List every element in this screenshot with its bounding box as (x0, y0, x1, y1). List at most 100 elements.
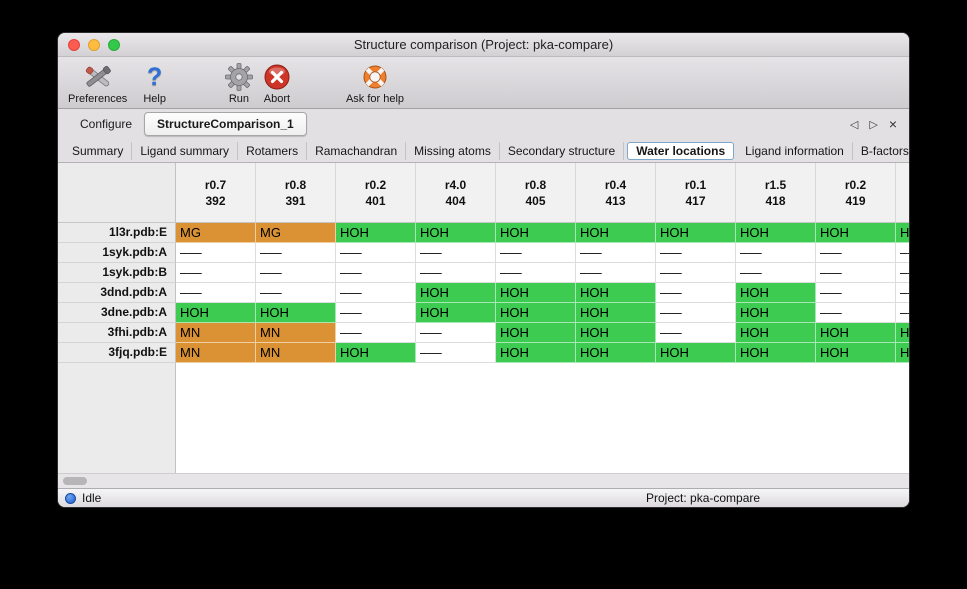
report-tab-bar: Summary Ligand summary Rotamers Ramachandra… (58, 139, 909, 163)
scrollbar-thumb[interactable] (63, 477, 87, 485)
tab-close-icon[interactable]: × (888, 115, 897, 132)
cell-absent[interactable]: ––– (816, 263, 896, 283)
cell-water[interactable]: HOH (496, 283, 576, 303)
tab-nav-controls: ◁ ▷ × (849, 115, 899, 132)
row-header: 3dne.pdb:A (58, 303, 176, 323)
cell-absent[interactable]: ––– (256, 283, 336, 303)
subtab-ramachandran[interactable]: Ramachandran (307, 141, 407, 160)
subtab-rotamers[interactable]: Rotamers (238, 141, 308, 160)
horizontal-scrollbar[interactable] (58, 473, 909, 488)
cell-absent[interactable]: ––– (656, 303, 736, 323)
cell-absent[interactable]: ––– (736, 263, 816, 283)
project-label: Project: pka-compare (646, 491, 761, 505)
cell-water[interactable]: HOH (416, 223, 496, 243)
cell-water[interactable]: HOH (576, 323, 656, 343)
cell-metal[interactable]: MG (176, 223, 256, 243)
subtab-summary[interactable]: Summary (64, 141, 133, 160)
help-button[interactable]: ? Help (143, 57, 166, 106)
cell-metal[interactable]: MN (256, 343, 336, 363)
cell-absent[interactable]: ––– (336, 243, 416, 263)
cell-absent[interactable]: ––– (416, 243, 496, 263)
subtab-b-factors[interactable]: B-factors (860, 143, 909, 158)
cell-absent[interactable]: ––– (736, 243, 816, 263)
cell-water[interactable]: HOH (256, 303, 336, 323)
subtab-missing-atoms[interactable]: Missing atoms (406, 141, 500, 160)
cell-absent[interactable]: ––– (816, 243, 896, 263)
cell-absent[interactable]: ––– (896, 283, 909, 303)
subtab-ligand-information[interactable]: Ligand information (737, 141, 853, 160)
close-window-button[interactable] (68, 38, 80, 51)
tab-forward-icon[interactable]: ▷ (869, 118, 878, 131)
cell-water[interactable]: HOH (576, 343, 656, 363)
cell-water[interactable]: HOH (496, 323, 576, 343)
cell-absent[interactable]: ––– (656, 283, 736, 303)
cell-absent[interactable]: ––– (656, 263, 736, 283)
zoom-window-button[interactable] (108, 38, 120, 51)
tab-back-icon[interactable]: ◁ (849, 118, 859, 131)
cell-water[interactable]: HOH (896, 323, 909, 343)
cell-water[interactable]: HOH (816, 223, 896, 243)
cell-metal[interactable]: MN (256, 323, 336, 343)
cell-water[interactable]: HOH (736, 323, 816, 343)
cell-absent[interactable]: ––– (176, 283, 256, 303)
cell-water[interactable]: HOH (816, 343, 896, 363)
cell-absent[interactable]: ––– (176, 263, 256, 283)
cell-water[interactable]: HOH (736, 283, 816, 303)
cell-absent[interactable]: ––– (656, 243, 736, 263)
ask-for-help-button[interactable]: Ask for help (346, 57, 404, 105)
cell-water[interactable]: HOH (496, 343, 576, 363)
abort-button[interactable]: Abort (262, 57, 292, 105)
cell-water[interactable]: HOH (576, 303, 656, 323)
cell-absent[interactable]: ––– (896, 263, 909, 283)
cell-absent[interactable]: ––– (816, 283, 896, 303)
cell-water[interactable]: HOH (176, 303, 256, 323)
cell-metal[interactable]: MG (256, 223, 336, 243)
cell-water[interactable]: HOH (896, 223, 909, 243)
cell-water[interactable]: HOH (736, 303, 816, 323)
cell-absent[interactable]: ––– (496, 243, 576, 263)
cell-water[interactable]: HOH (496, 303, 576, 323)
cell-water[interactable]: HOH (896, 343, 909, 363)
tab-structurecomparison-1[interactable]: StructureComparison_1 (144, 112, 307, 136)
cell-water[interactable]: HOH (496, 223, 576, 243)
cell-absent[interactable]: ––– (176, 243, 256, 263)
cell-water[interactable]: HOH (416, 303, 496, 323)
cell-absent[interactable]: ––– (416, 323, 496, 343)
cell-metal[interactable]: MN (176, 323, 256, 343)
cell-water[interactable]: HOH (576, 283, 656, 303)
cell-water[interactable]: HOH (576, 223, 656, 243)
cell-absent[interactable]: ––– (336, 283, 416, 303)
minimize-window-button[interactable] (88, 38, 100, 51)
subtab-water-locations[interactable]: Water locations (627, 141, 735, 160)
cell-absent[interactable]: ––– (896, 243, 909, 263)
cell-water[interactable]: HOH (336, 343, 416, 363)
cell-water[interactable]: HOH (816, 323, 896, 343)
cell-water[interactable]: HOH (416, 283, 496, 303)
cell-metal[interactable]: MN (176, 343, 256, 363)
preferences-button[interactable]: Preferences (68, 57, 127, 105)
cell-absent[interactable]: ––– (256, 263, 336, 283)
cell-absent[interactable]: ––– (576, 243, 656, 263)
cell-water[interactable]: HOH (656, 223, 736, 243)
cell-absent[interactable]: ––– (416, 343, 496, 363)
cell-absent[interactable]: ––– (816, 303, 896, 323)
cell-absent[interactable]: ––– (336, 323, 416, 343)
subtab-ligand-summary[interactable]: Ligand summary (132, 141, 239, 160)
cell-absent[interactable]: ––– (576, 263, 656, 283)
run-button[interactable]: Run (224, 57, 254, 105)
cell-water[interactable]: HOH (736, 343, 816, 363)
cell-absent[interactable]: ––– (496, 263, 576, 283)
cell-absent[interactable]: ––– (896, 303, 909, 323)
cell-water[interactable]: HOH (336, 223, 416, 243)
cell-absent[interactable]: ––– (336, 263, 416, 283)
cell-absent[interactable]: ––– (336, 303, 416, 323)
cell-water[interactable]: HOH (736, 223, 816, 243)
cell-absent[interactable]: ––– (256, 243, 336, 263)
cell-water[interactable]: HOH (656, 343, 736, 363)
cell-absent[interactable]: ––– (656, 323, 736, 343)
column-header: r0.8 391 (256, 163, 336, 222)
subtab-secondary-structure[interactable]: Secondary structure (500, 141, 625, 160)
cell-absent[interactable]: ––– (416, 263, 496, 283)
table-empty-area (58, 363, 909, 473)
tab-configure[interactable]: Configure (80, 117, 133, 131)
